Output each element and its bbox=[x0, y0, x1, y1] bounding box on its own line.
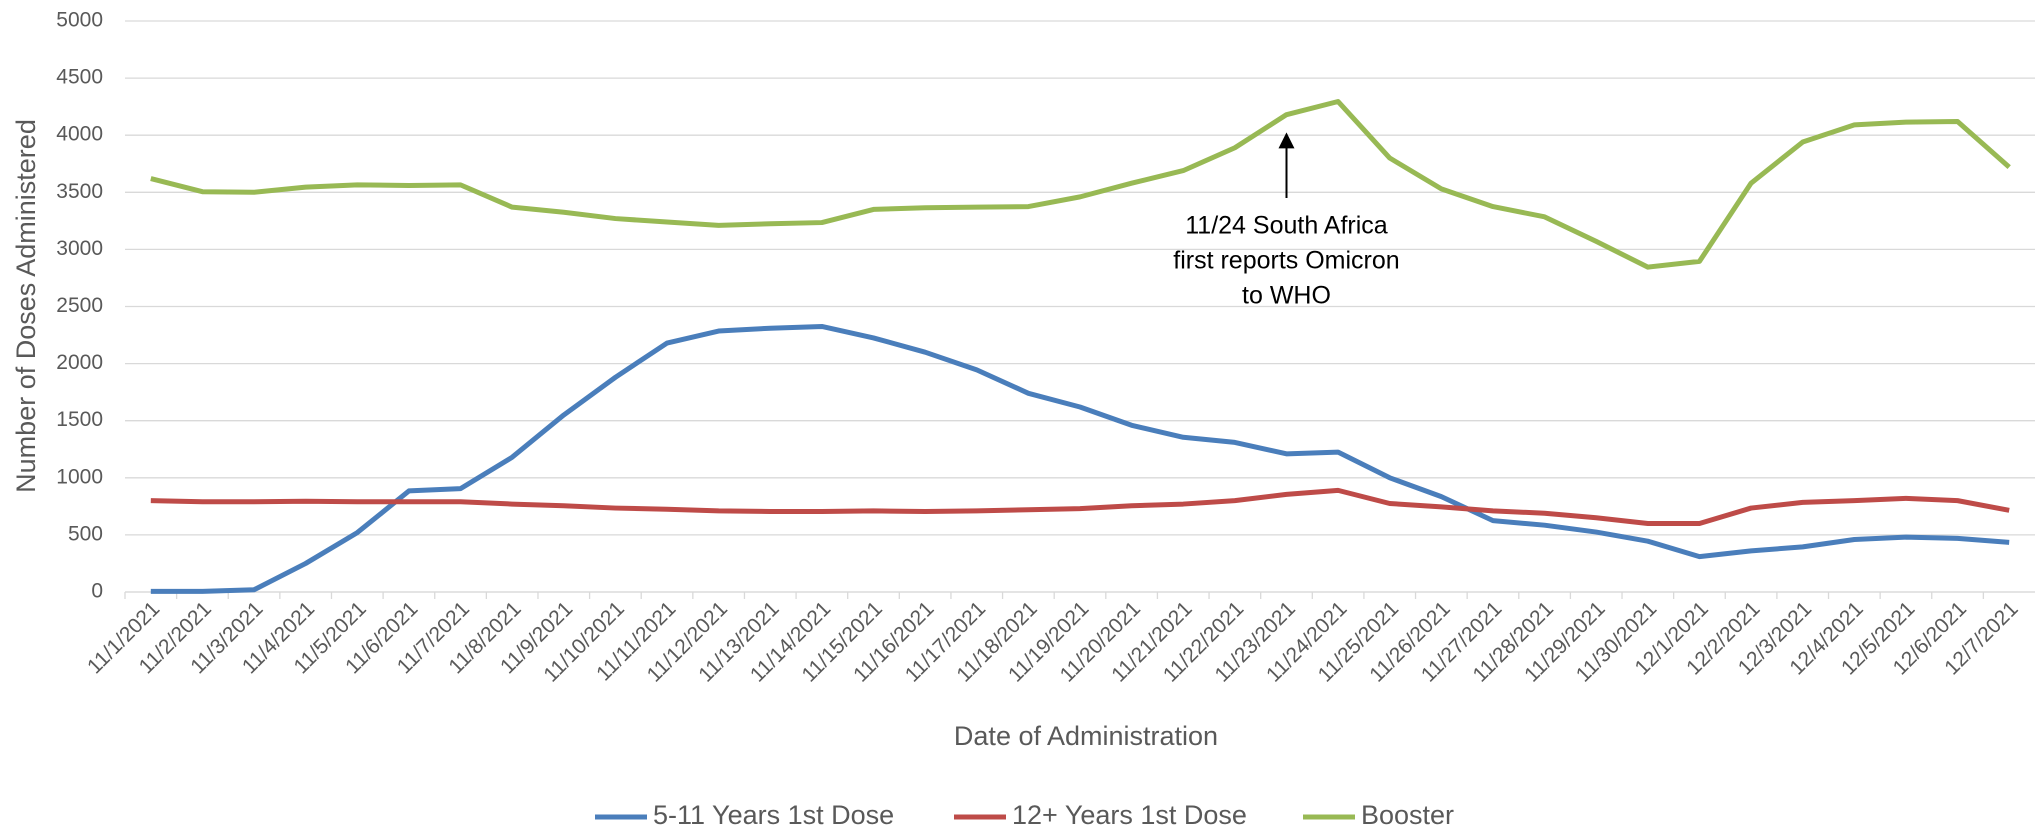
annotation-text: 11/24 South Africa bbox=[1185, 212, 1388, 240]
y-axis-title: Number of Doses Administered bbox=[11, 119, 41, 493]
annotation-text: first reports Omicron bbox=[1173, 247, 1399, 275]
y-tick-label: 5000 bbox=[56, 9, 103, 32]
y-tick-label: 3000 bbox=[56, 237, 103, 260]
x-axis-title: Date of Administration bbox=[954, 721, 1218, 751]
y-tick-label: 4500 bbox=[56, 66, 103, 89]
y-tick-label: 3500 bbox=[56, 180, 103, 203]
annotation-text: to WHO bbox=[1242, 282, 1331, 310]
series-line bbox=[150, 487, 2010, 526]
y-tick-label: 2000 bbox=[56, 351, 103, 374]
y-tick-label: 2500 bbox=[56, 294, 103, 317]
series-line bbox=[150, 99, 2011, 270]
series-line bbox=[150, 323, 2010, 594]
legend-label: 5-11 Years 1st Dose bbox=[653, 800, 894, 830]
legend-label: Booster bbox=[1361, 800, 1454, 830]
y-tick-label: 4000 bbox=[56, 123, 103, 146]
y-tick-label: 0 bbox=[91, 580, 103, 603]
y-tick-label: 1500 bbox=[56, 408, 103, 431]
legend-label: 12+ Years 1st Dose bbox=[1012, 800, 1247, 830]
y-tick-label: 1000 bbox=[56, 465, 103, 488]
y-tick-label: 500 bbox=[68, 522, 103, 545]
